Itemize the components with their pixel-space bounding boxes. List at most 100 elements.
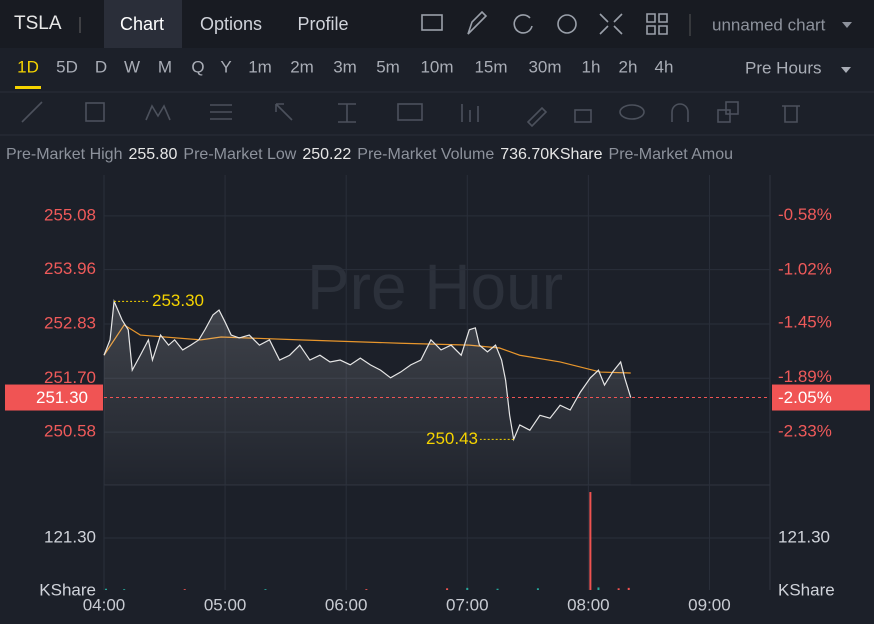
timeframe[interactable]: M — [158, 57, 172, 76]
watermark: Pre Hour — [307, 251, 563, 323]
volume-bar — [105, 588, 108, 590]
icon[interactable] — [671, 103, 689, 122]
icon[interactable] — [21, 101, 43, 123]
volume-bar — [627, 587, 630, 590]
icon[interactable] — [619, 104, 645, 120]
dropdown-arrow — [842, 22, 852, 28]
icon[interactable] — [574, 109, 592, 123]
y-tick-label: 250.58 — [44, 422, 96, 441]
stat-label: Pre-Market Low — [183, 146, 296, 163]
timeframe[interactable]: 1h — [582, 57, 601, 76]
price-line — [103, 299, 632, 442]
y-tick-label: 255.08 — [44, 205, 96, 224]
volume-bar — [365, 589, 368, 590]
volume-bar — [264, 589, 267, 590]
dropdown-arrow — [841, 67, 851, 73]
x-tick-label: 09:00 — [688, 595, 731, 614]
volume-unit: KShare — [778, 580, 835, 599]
icon[interactable] — [85, 102, 105, 122]
icon[interactable] — [717, 109, 731, 123]
x-tick-label: 07:00 — [446, 595, 489, 614]
stat-label: Pre-Market Amou — [609, 146, 733, 163]
x-tick-label: 05:00 — [204, 595, 247, 614]
y-tick-label: 253.96 — [44, 259, 96, 278]
icon[interactable] — [526, 106, 548, 128]
timeframe[interactable]: 10m — [420, 57, 453, 76]
x-tick-label: 04:00 — [83, 595, 126, 614]
timeframe[interactable]: 5D — [56, 57, 78, 76]
timeframe[interactable]: D — [95, 57, 107, 76]
price-area — [104, 301, 631, 485]
stat-label: Pre-Market High — [6, 146, 122, 163]
timeframe[interactable]: 15m — [474, 57, 507, 76]
timeframe[interactable]: 1m — [248, 57, 272, 76]
toolbar-icons — [421, 10, 668, 35]
volume-bar — [123, 589, 126, 590]
timeframe[interactable]: 30m — [528, 57, 561, 76]
timeframe[interactable]: 3m — [333, 57, 357, 76]
icon[interactable] — [557, 14, 577, 34]
current-change: -2.05% — [778, 388, 832, 407]
timeframe[interactable]: 2h — [619, 57, 638, 76]
icon[interactable] — [599, 13, 623, 35]
icon[interactable] — [782, 105, 800, 123]
active-underline — [15, 86, 41, 89]
timeframe[interactable]: W — [124, 57, 140, 76]
icon[interactable] — [467, 10, 488, 35]
volume-bar — [446, 588, 449, 590]
icon[interactable] — [210, 104, 232, 120]
y2-tick-label: -1.02% — [778, 260, 832, 279]
stat-value: 255.80 — [128, 146, 177, 163]
icon[interactable] — [646, 13, 668, 35]
tab[interactable]: Profile — [297, 14, 348, 34]
timeframe[interactable]: 1D — [17, 57, 39, 76]
tab[interactable]: Chart — [120, 14, 164, 34]
timeframe[interactable]: Q — [191, 57, 204, 76]
icon[interactable] — [513, 14, 533, 34]
volume-bar — [597, 587, 600, 590]
y-tick-label: 252.83 — [44, 313, 96, 332]
y2-tick-label: -1.89% — [778, 367, 832, 386]
icon[interactable] — [461, 104, 479, 122]
chart-name[interactable]: unnamed chart — [712, 15, 826, 34]
y2-tick-label: -1.45% — [778, 313, 832, 332]
icon[interactable] — [421, 14, 443, 31]
active-tab[interactable] — [104, 0, 182, 48]
timeframe[interactable]: 2m — [290, 57, 314, 76]
tab[interactable]: Options — [200, 14, 262, 34]
x-tick-label: 06:00 — [325, 595, 368, 614]
current-price-tag — [5, 384, 103, 411]
icon[interactable] — [275, 103, 293, 121]
timeframe[interactable]: 5m — [376, 57, 400, 76]
symbol: TSLA — [14, 13, 62, 34]
stat-label: Pre-Market Volume — [357, 146, 494, 163]
y2-tick-label: -0.58% — [778, 205, 832, 224]
volume-tick-label: 121.30 — [778, 527, 830, 546]
icon[interactable] — [338, 103, 356, 123]
stats-row: Pre-Market High 255.80 Pre-Market Low 250.2… — [6, 146, 733, 163]
icon[interactable] — [145, 104, 171, 121]
volume-bar — [496, 588, 499, 590]
average-line — [103, 324, 631, 374]
icon[interactable] — [725, 101, 739, 115]
session-select[interactable]: Pre Hours — [745, 58, 822, 77]
stat-value: 736.70KShare — [500, 146, 602, 163]
volume-unit: KShare — [39, 580, 96, 599]
volume-tick-label: 121.30 — [44, 527, 96, 546]
timeframe[interactable]: Y — [220, 57, 231, 76]
icon[interactable] — [397, 103, 423, 121]
annotation: 253.30 — [152, 291, 204, 310]
current-change-tag — [772, 384, 870, 411]
x-tick-label: 08:00 — [567, 595, 610, 614]
y2-tick-label: -2.33% — [778, 421, 832, 440]
timeframe[interactable]: 4h — [655, 57, 674, 76]
stat-value: 250.22 — [302, 146, 351, 163]
annotation: 250.43 — [426, 429, 478, 448]
volume-bar — [466, 587, 469, 590]
drawing-tools — [21, 101, 800, 128]
y-tick-label: 251.70 — [44, 368, 96, 387]
volume-bar — [589, 492, 592, 590]
volume-bar — [617, 588, 620, 590]
current-price: 251.30 — [36, 388, 88, 407]
